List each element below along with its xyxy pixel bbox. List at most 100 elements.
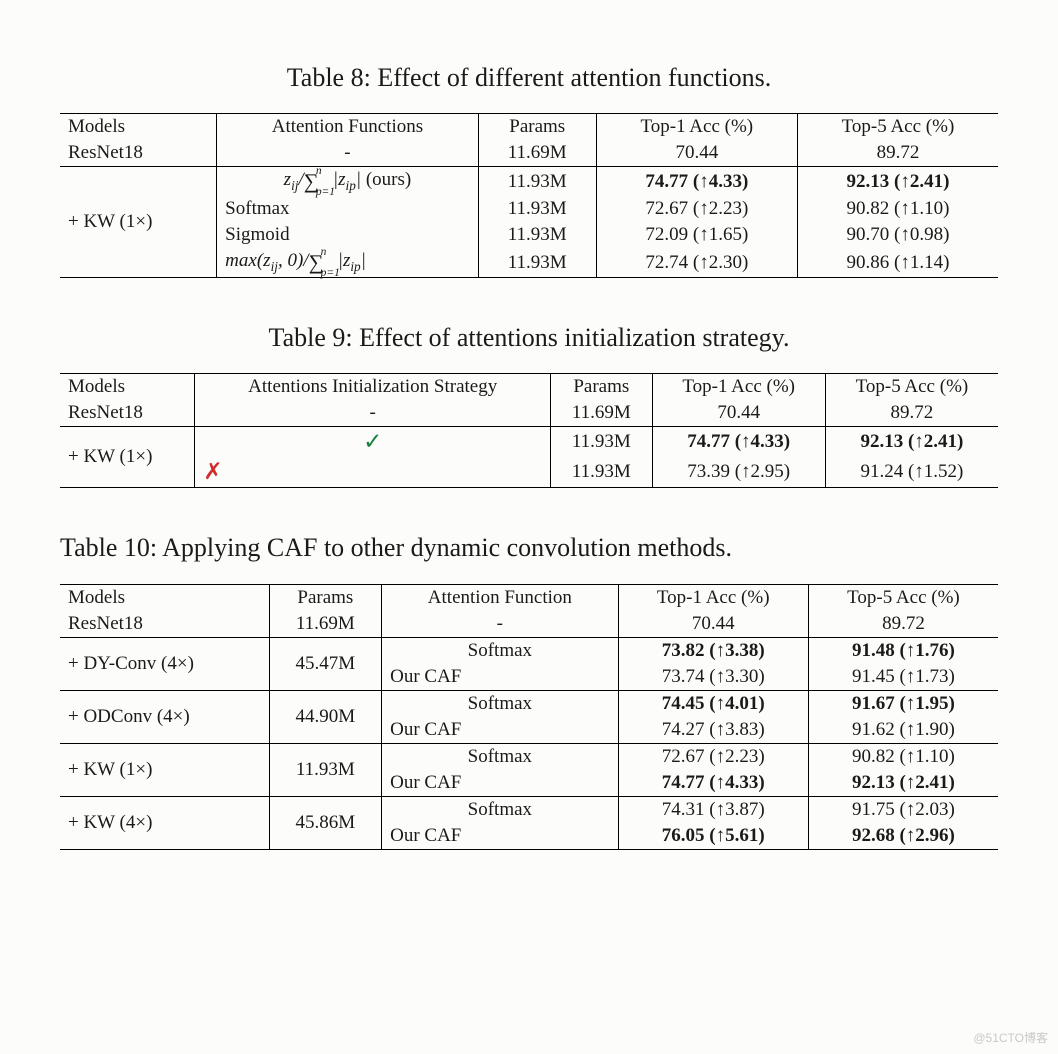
cell-func: Softmax bbox=[382, 743, 618, 770]
cell-top1: 74.77 (↑4.33) bbox=[596, 167, 797, 197]
cell-top5: 90.82 (↑1.10) bbox=[808, 743, 998, 770]
cell-params: 11.69M bbox=[551, 400, 653, 427]
table-row: + KW (1×)11.93MSoftmax72.67 (↑2.23)90.82… bbox=[60, 743, 998, 770]
cell-params: 11.93M bbox=[478, 167, 596, 197]
cell-top1: 76.05 (↑5.61) bbox=[618, 823, 808, 850]
cell-params: 11.93M bbox=[551, 427, 653, 458]
cell-top5: 89.72 bbox=[825, 400, 998, 427]
cell-params: 11.93M bbox=[269, 743, 382, 796]
cell-params: 11.93M bbox=[478, 222, 596, 248]
cell-params: 11.69M bbox=[478, 140, 596, 167]
table9-caption: Table 9: Effect of attentions initializa… bbox=[60, 320, 998, 355]
table-header-row: Models Params Attention Function Top-1 A… bbox=[60, 584, 998, 611]
cell-model: ResNet18 bbox=[60, 611, 269, 638]
table10-caption: Table 10: Applying CAF to other dynamic … bbox=[60, 530, 998, 565]
cell-func: Softmax bbox=[382, 796, 618, 823]
cell-top1: 74.45 (↑4.01) bbox=[618, 690, 808, 717]
cell-top1: 72.67 (↑2.23) bbox=[618, 743, 808, 770]
cell-model: + KW (1×) bbox=[60, 167, 217, 278]
col-params: Params bbox=[478, 114, 596, 141]
table-row: ResNet18 - 11.69M 70.44 89.72 bbox=[60, 400, 998, 427]
cell-top5: 90.70 (↑0.98) bbox=[797, 222, 998, 248]
cell-model: + DY-Conv (4×) bbox=[60, 637, 269, 690]
cell-model: ResNet18 bbox=[60, 140, 217, 167]
watermark: @51CTO博客 bbox=[973, 1029, 1048, 1046]
cell-model: + ODConv (4×) bbox=[60, 690, 269, 743]
cell-func: Softmax bbox=[382, 637, 618, 664]
cell-params: 45.86M bbox=[269, 796, 382, 849]
table-row: + KW (1×)✓11.93M74.77 (↑4.33)92.13 (↑2.4… bbox=[60, 427, 998, 458]
cell-top1: 74.27 (↑3.83) bbox=[618, 717, 808, 744]
cell-top1: 74.77 (↑4.33) bbox=[618, 770, 808, 797]
col-models: Models bbox=[60, 114, 217, 141]
cell-params: 44.90M bbox=[269, 690, 382, 743]
cell-top5: 91.62 (↑1.90) bbox=[808, 717, 998, 744]
table-row: + ODConv (4×)44.90MSoftmax74.45 (↑4.01)9… bbox=[60, 690, 998, 717]
cell-params: 11.93M bbox=[551, 457, 653, 488]
col-models: Models bbox=[60, 584, 269, 611]
cell-top1: 72.67 (↑2.23) bbox=[596, 196, 797, 222]
col-func: Attentions Initialization Strategy bbox=[195, 374, 551, 401]
cell-top5: 90.86 (↑1.14) bbox=[797, 248, 998, 278]
col-params: Params bbox=[269, 584, 382, 611]
cell-top5: 91.45 (↑1.73) bbox=[808, 664, 998, 691]
cell-func: ✗ bbox=[195, 457, 551, 488]
cell-top1: 73.39 (↑2.95) bbox=[652, 457, 825, 488]
cell-func: max(zij, 0)/∑p=1n |zip| bbox=[217, 248, 479, 278]
cell-top1: 74.31 (↑3.87) bbox=[618, 796, 808, 823]
cell-func: - bbox=[195, 400, 551, 427]
table8: Models Attention Functions Params Top-1 … bbox=[60, 113, 998, 278]
table-header-row: Models Attention Functions Params Top-1 … bbox=[60, 114, 998, 141]
cell-params: 11.69M bbox=[269, 611, 382, 638]
cell-top1: 70.44 bbox=[652, 400, 825, 427]
cell-func: ✓ bbox=[195, 427, 551, 458]
table8-caption: Table 8: Effect of different attention f… bbox=[60, 60, 998, 95]
cell-func: Softmax bbox=[217, 196, 479, 222]
cell-params: 45.47M bbox=[269, 637, 382, 690]
cell-top5: 91.75 (↑2.03) bbox=[808, 796, 998, 823]
cell-func: Our CAF bbox=[382, 823, 618, 850]
col-models: Models bbox=[60, 374, 195, 401]
cell-func: zij/∑p=1n |zip| (ours) bbox=[217, 167, 479, 197]
cell-model: + KW (1×) bbox=[60, 743, 269, 796]
cell-top5: 92.13 (↑2.41) bbox=[825, 427, 998, 458]
cell-top1: 73.74 (↑3.30) bbox=[618, 664, 808, 691]
col-top5: Top-5 Acc (%) bbox=[808, 584, 998, 611]
cell-top1: 73.82 (↑3.38) bbox=[618, 637, 808, 664]
cell-top5: 91.24 (↑1.52) bbox=[825, 457, 998, 488]
cell-func: Our CAF bbox=[382, 717, 618, 744]
cell-top5: 89.72 bbox=[808, 611, 998, 638]
table-row: + KW (1×)zij/∑p=1n |zip| (ours)11.93M74.… bbox=[60, 167, 998, 197]
table-header-row: Models Attentions Initialization Strateg… bbox=[60, 374, 998, 401]
col-top5: Top-5 Acc (%) bbox=[825, 374, 998, 401]
cell-top1: 72.74 (↑2.30) bbox=[596, 248, 797, 278]
cell-model: + KW (1×) bbox=[60, 427, 195, 488]
cell-top1: 70.44 bbox=[596, 140, 797, 167]
cell-top1: 70.44 bbox=[618, 611, 808, 638]
table10: Models Params Attention Function Top-1 A… bbox=[60, 584, 998, 850]
table-row: ✗11.93M73.39 (↑2.95)91.24 (↑1.52) bbox=[60, 457, 998, 488]
cell-func: - bbox=[382, 611, 618, 638]
cell-top5: 92.13 (↑2.41) bbox=[797, 167, 998, 197]
cell-params: 11.93M bbox=[478, 196, 596, 222]
cell-func: Softmax bbox=[382, 690, 618, 717]
cell-params: 11.93M bbox=[478, 248, 596, 278]
cell-top1: 74.77 (↑4.33) bbox=[652, 427, 825, 458]
cell-top5: 92.68 (↑2.96) bbox=[808, 823, 998, 850]
cell-func: Our CAF bbox=[382, 770, 618, 797]
cell-top5: 92.13 (↑2.41) bbox=[808, 770, 998, 797]
cell-model: ResNet18 bbox=[60, 400, 195, 427]
table-row: + KW (4×)45.86MSoftmax74.31 (↑3.87)91.75… bbox=[60, 796, 998, 823]
col-func: Attention Function bbox=[382, 584, 618, 611]
cell-func: Sigmoid bbox=[217, 222, 479, 248]
table-row: + DY-Conv (4×)45.47MSoftmax73.82 (↑3.38)… bbox=[60, 637, 998, 664]
table-row: ResNet18 - 11.69M 70.44 89.72 bbox=[60, 140, 998, 167]
table-row: ResNet18 11.69M - 70.44 89.72 bbox=[60, 611, 998, 638]
cell-top5: 91.67 (↑1.95) bbox=[808, 690, 998, 717]
table9: Models Attentions Initialization Strateg… bbox=[60, 373, 998, 488]
cell-func: Our CAF bbox=[382, 664, 618, 691]
cell-top1: 72.09 (↑1.65) bbox=[596, 222, 797, 248]
col-top1: Top-1 Acc (%) bbox=[596, 114, 797, 141]
cell-top5: 91.48 (↑1.76) bbox=[808, 637, 998, 664]
col-top1: Top-1 Acc (%) bbox=[618, 584, 808, 611]
